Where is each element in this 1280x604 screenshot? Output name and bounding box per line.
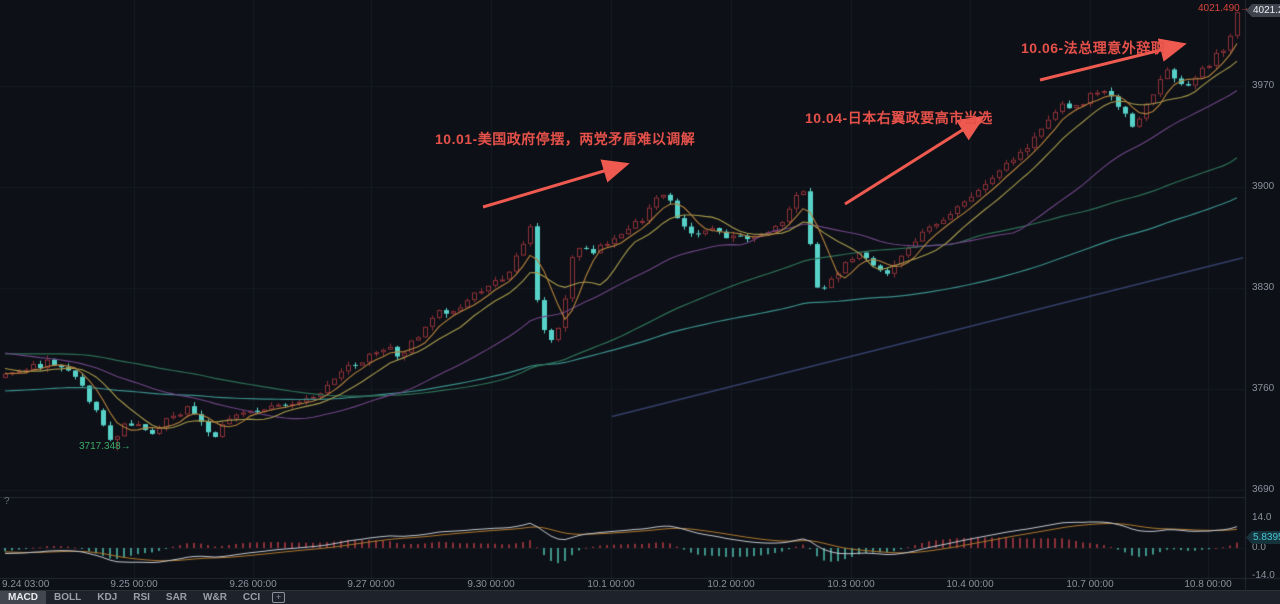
tab-boll[interactable]: BOLL (54, 592, 82, 603)
tab-macd[interactable]: MACD (0, 591, 46, 604)
time-axis-label: 9.24 03:00 (2, 579, 50, 590)
y-axis-label: 3690 (1252, 484, 1275, 495)
y-axis-label: 3900 (1252, 181, 1275, 192)
time-axis-label: 10.3 00:00 (827, 579, 875, 590)
y-axis-label: 3830 (1252, 282, 1275, 293)
indicator-tabbar: MACD BOLL KDJ RSI SAR W&R CCI + (0, 590, 1280, 604)
tab-cci[interactable]: CCI (242, 592, 261, 603)
time-axis-label: 9.30 00:00 (467, 579, 515, 590)
time-axis-label: 10.1 00:00 (587, 579, 635, 590)
period-low-marker: 3717.348→ (79, 441, 131, 452)
last-price-badge: 4021.2 (1246, 4, 1280, 17)
macd-axis-label: 14.0 (1252, 512, 1272, 523)
time-axis-label: 9.27 00:00 (347, 579, 395, 590)
macd-value-badge: 5.8395 (1246, 531, 1280, 544)
indicator-help-icon[interactable]: ? (4, 496, 10, 507)
y-axis-label: 3970 (1252, 80, 1275, 91)
period-high-marker: 4021.490→ (1198, 3, 1250, 14)
tab-sar[interactable]: SAR (165, 592, 188, 603)
time-axis: 9.24 03:00 9.25 00:00 9.26 00:00 9.27 00… (0, 578, 1280, 590)
event-annotation-2: 10.04-日本右翼政要高市当选 (805, 110, 993, 126)
time-axis-label: 10.2 00:00 (707, 579, 755, 590)
time-axis-label: 9.26 00:00 (229, 579, 277, 590)
plus-icon: + (272, 592, 286, 603)
time-axis-label: 10.7 00:00 (1066, 579, 1114, 590)
tab-wr[interactable]: W&R (203, 592, 227, 603)
tab-rsi[interactable]: RSI (133, 592, 150, 603)
time-axis-label: 9.25 00:00 (110, 579, 158, 590)
macd-axis-label: 0.0 (1252, 542, 1266, 553)
add-indicator-button[interactable]: + (272, 591, 286, 604)
tab-kdj[interactable]: KDJ (97, 592, 118, 603)
time-axis-label: 10.8 00:00 (1184, 579, 1232, 590)
time-axis-label: 10.4 00:00 (946, 579, 994, 590)
event-annotation-1: 10.01-美国政府停摆，两党矛盾难以调解 (435, 131, 696, 147)
macd-axis-label: -14.0 (1252, 570, 1275, 581)
event-annotation-3: 10.06-法总理意外辞职 (1021, 40, 1166, 56)
y-axis-label: 3760 (1252, 383, 1275, 394)
